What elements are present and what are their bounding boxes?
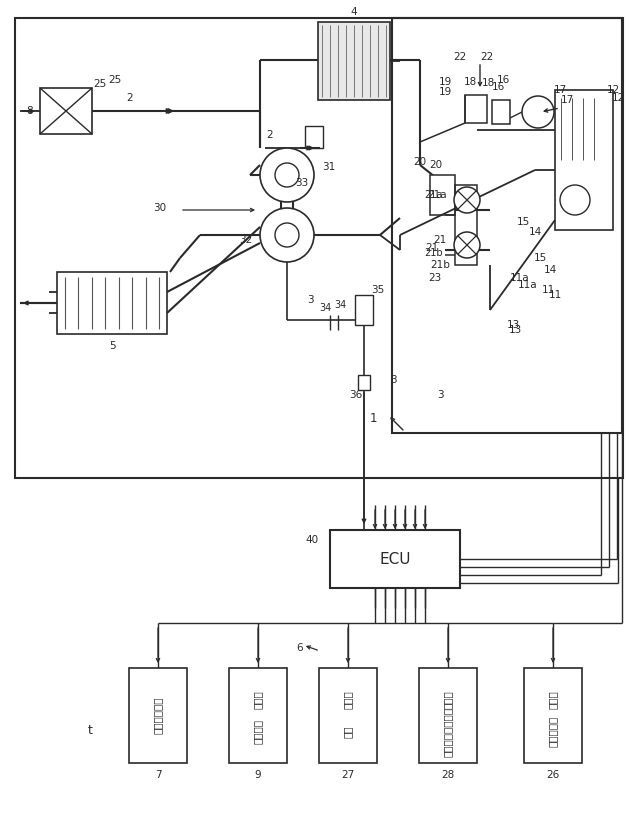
Text: 18: 18 xyxy=(481,78,495,88)
Text: 31: 31 xyxy=(322,162,335,172)
Text: 40: 40 xyxy=(305,535,319,545)
Text: 34: 34 xyxy=(319,303,331,313)
Text: 13: 13 xyxy=(508,325,522,335)
Bar xyxy=(465,95,487,123)
Bar xyxy=(40,88,92,134)
Text: 13: 13 xyxy=(506,320,520,330)
Bar xyxy=(330,530,460,588)
Text: センサ: センサ xyxy=(343,690,353,708)
Circle shape xyxy=(260,208,314,262)
Text: 17: 17 xyxy=(554,85,566,95)
Text: 26: 26 xyxy=(547,770,559,780)
Text: 21: 21 xyxy=(433,235,447,245)
Text: シフトポジション: シフトポジション xyxy=(443,707,453,757)
Text: 35: 35 xyxy=(371,285,385,295)
Text: 11a: 11a xyxy=(518,280,538,290)
Text: 19: 19 xyxy=(438,77,452,87)
Text: 20: 20 xyxy=(429,160,443,170)
Text: 2: 2 xyxy=(127,93,133,103)
Text: 3: 3 xyxy=(390,375,396,385)
Text: 12: 12 xyxy=(606,85,620,95)
Text: t: t xyxy=(88,723,92,736)
Text: センサ: センサ xyxy=(548,690,558,708)
Text: 20: 20 xyxy=(413,157,427,167)
Bar xyxy=(492,100,510,124)
Bar xyxy=(524,668,582,763)
Circle shape xyxy=(260,148,314,202)
Text: 32: 32 xyxy=(239,235,252,245)
Text: 9: 9 xyxy=(255,770,261,780)
Bar xyxy=(319,668,377,763)
Text: 14: 14 xyxy=(543,265,557,275)
Bar xyxy=(318,22,390,100)
Bar xyxy=(57,272,167,334)
Text: ブレーキ圧: ブレーキ圧 xyxy=(548,716,558,747)
Text: センサ: センサ xyxy=(443,690,453,708)
Bar xyxy=(355,295,373,325)
Text: 6: 6 xyxy=(297,643,303,653)
Text: 21b: 21b xyxy=(430,260,450,270)
Bar xyxy=(392,18,622,433)
Text: 21a: 21a xyxy=(424,190,443,200)
Text: 21b: 21b xyxy=(424,248,443,258)
Text: ECU: ECU xyxy=(380,551,411,567)
Text: 18: 18 xyxy=(463,77,477,87)
Text: 22: 22 xyxy=(453,52,467,62)
Text: 4: 4 xyxy=(351,7,357,17)
Bar xyxy=(305,126,323,148)
Bar xyxy=(129,668,187,763)
Text: 17: 17 xyxy=(561,95,573,105)
Bar xyxy=(229,668,287,763)
Bar xyxy=(555,90,613,230)
Text: 30: 30 xyxy=(154,203,166,213)
Text: 27: 27 xyxy=(341,770,355,780)
Text: 12: 12 xyxy=(611,93,625,103)
Text: 15: 15 xyxy=(516,217,530,227)
Text: 14: 14 xyxy=(529,227,541,237)
Text: 16: 16 xyxy=(497,75,509,85)
Text: 車速: 車速 xyxy=(343,726,353,738)
Bar xyxy=(358,375,370,390)
Text: 25: 25 xyxy=(93,79,107,89)
Bar xyxy=(430,175,455,215)
Text: 34: 34 xyxy=(334,300,346,310)
Text: 21: 21 xyxy=(426,243,438,253)
Text: 36: 36 xyxy=(349,390,363,400)
Circle shape xyxy=(522,96,554,128)
Text: 2: 2 xyxy=(267,130,273,140)
Text: 1: 1 xyxy=(369,411,377,424)
Bar xyxy=(455,185,477,265)
Bar xyxy=(15,18,623,478)
Text: 28: 28 xyxy=(442,770,454,780)
Text: 25: 25 xyxy=(108,75,122,85)
Text: 11a: 11a xyxy=(510,273,530,283)
Text: 11: 11 xyxy=(541,285,555,295)
Text: 11: 11 xyxy=(548,290,562,300)
Text: 8: 8 xyxy=(27,106,33,116)
Text: 33: 33 xyxy=(295,178,308,188)
Text: 5: 5 xyxy=(109,341,115,351)
Text: 劾配検出手段: 劾配検出手段 xyxy=(153,696,163,734)
Circle shape xyxy=(454,232,480,258)
Text: センサ: センサ xyxy=(253,690,263,708)
Text: 3: 3 xyxy=(436,390,444,400)
Text: アクセル: アクセル xyxy=(253,719,263,744)
Text: 15: 15 xyxy=(533,253,547,263)
Text: 7: 7 xyxy=(155,770,161,780)
Text: 3: 3 xyxy=(307,295,314,305)
Text: 23: 23 xyxy=(428,273,442,283)
Text: 16: 16 xyxy=(492,82,504,92)
Text: 21a: 21a xyxy=(427,190,447,200)
Text: 19: 19 xyxy=(438,87,452,97)
Circle shape xyxy=(454,187,480,213)
Bar xyxy=(419,668,477,763)
Text: 22: 22 xyxy=(481,52,493,62)
